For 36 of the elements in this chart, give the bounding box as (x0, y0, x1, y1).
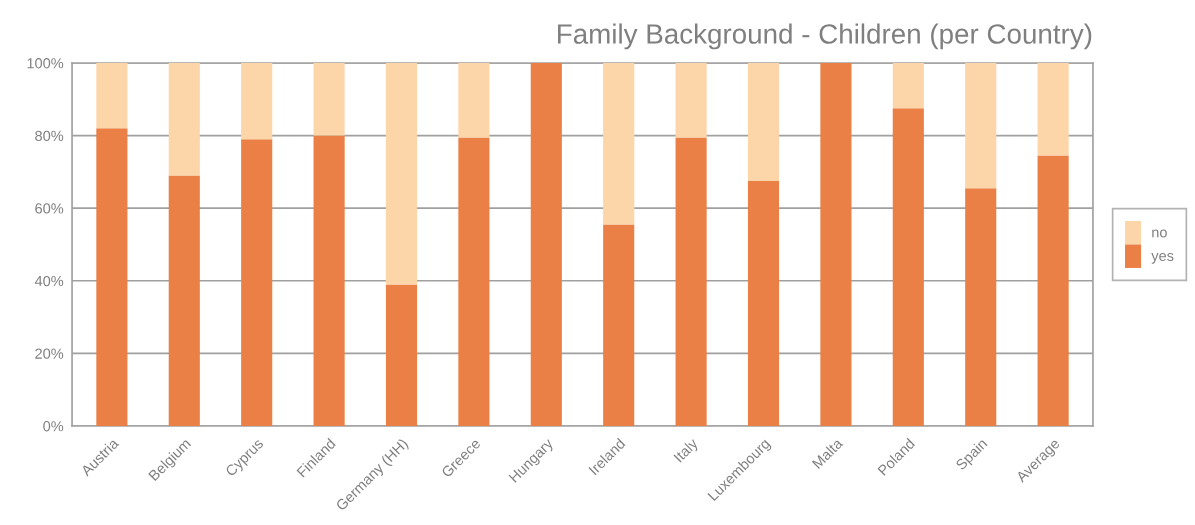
bar (241, 139, 273, 426)
y-tick-label: 0% (43, 421, 64, 432)
bar (241, 63, 273, 140)
bar (458, 137, 490, 426)
bar (313, 135, 345, 426)
bar (603, 224, 635, 426)
bar (168, 63, 200, 176)
bar (168, 175, 200, 426)
y-tick-label: 80% (35, 130, 64, 142)
bar (675, 63, 707, 138)
y-tick-label: 60% (35, 203, 64, 214)
bar (96, 63, 128, 129)
bar (965, 63, 997, 189)
legend-label: yes (1151, 252, 1174, 264)
bar (892, 108, 924, 426)
bar (603, 63, 635, 225)
bar (1037, 63, 1069, 156)
bar (747, 63, 780, 181)
x-tick-label: Italy (673, 437, 701, 465)
y-tick-label: 40% (34, 275, 64, 287)
bar (747, 180, 780, 426)
legend-label: no (1152, 229, 1167, 238)
bar (1037, 155, 1069, 426)
bar (892, 63, 924, 109)
bar (385, 63, 418, 285)
bar (965, 188, 997, 426)
y-tick-label: 20% (35, 348, 64, 359)
bar (530, 63, 562, 426)
bar (675, 137, 707, 426)
bar (96, 128, 128, 426)
bar (313, 63, 345, 136)
bar (385, 284, 418, 426)
bar (820, 63, 852, 426)
chart-title: Family Background - Children (per Country) (558, 23, 1092, 50)
y-tick-label: 100% (27, 58, 64, 69)
bar (458, 63, 490, 138)
